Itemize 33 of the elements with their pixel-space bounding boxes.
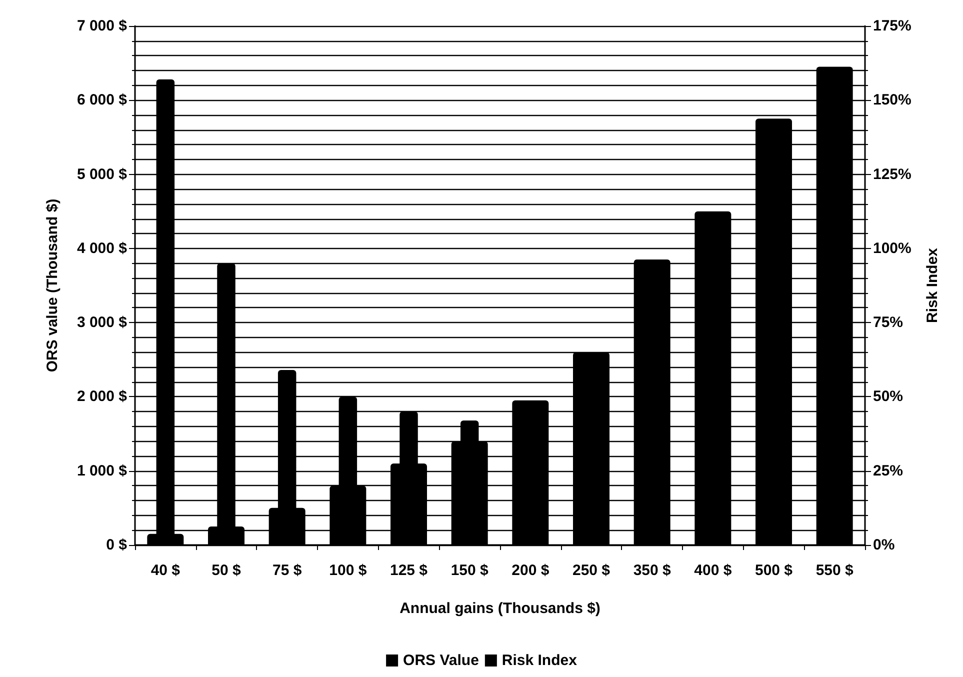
x-tick-label: 550 $ — [816, 562, 854, 579]
x-tick-label: 75 $ — [272, 562, 302, 579]
x-tick-label: 50 $ — [212, 562, 242, 579]
x-tick-label: 40 $ — [150, 562, 181, 579]
legend-label: Risk Index — [502, 652, 578, 669]
y2-tick-label: 125% — [873, 166, 912, 183]
x-tick-label: 200 $ — [512, 562, 550, 579]
y-axis-title: ORS value (Thousand $) — [44, 198, 61, 372]
y2-tick-label: 150% — [873, 92, 912, 109]
y2-tick-label: 0% — [873, 536, 895, 554]
x-tick-label: 350 $ — [633, 562, 672, 579]
y-tick-label: 7 000 $ — [76, 18, 128, 34]
x-tick-label: 100 $ — [329, 562, 368, 579]
y-tick-label: 6 000 $ — [76, 92, 128, 109]
x-tick-label: 125 $ — [390, 562, 428, 579]
y-tick-label: 4 000 $ — [76, 240, 128, 257]
y2-tick-label: 75% — [873, 314, 904, 332]
x-tick-label: 500 $ — [754, 562, 794, 579]
y-tick-label: 0 $ — [106, 536, 128, 554]
y2-tick-label: 175% — [873, 18, 912, 34]
x-tick-label: 250 $ — [572, 562, 611, 579]
y-tick-label: 1 000 $ — [76, 462, 128, 480]
x-axis-title: Annual gains (Thousands $) — [400, 600, 600, 617]
y2-tick-label: 100% — [873, 240, 912, 257]
x-tick-label: 150 $ — [450, 562, 490, 579]
y-tick-label: 5 000 $ — [76, 166, 128, 183]
y2-tick-label: 25% — [873, 462, 904, 480]
legend-label: ORS Value — [403, 652, 479, 669]
y-tick-label: 2 000 $ — [76, 388, 128, 406]
y2-axis-title: Risk Index — [924, 247, 941, 324]
y2-tick-label: 50% — [873, 388, 904, 406]
y-tick-label: 3 000 $ — [76, 314, 128, 332]
x-tick-label: 400 $ — [694, 562, 732, 579]
